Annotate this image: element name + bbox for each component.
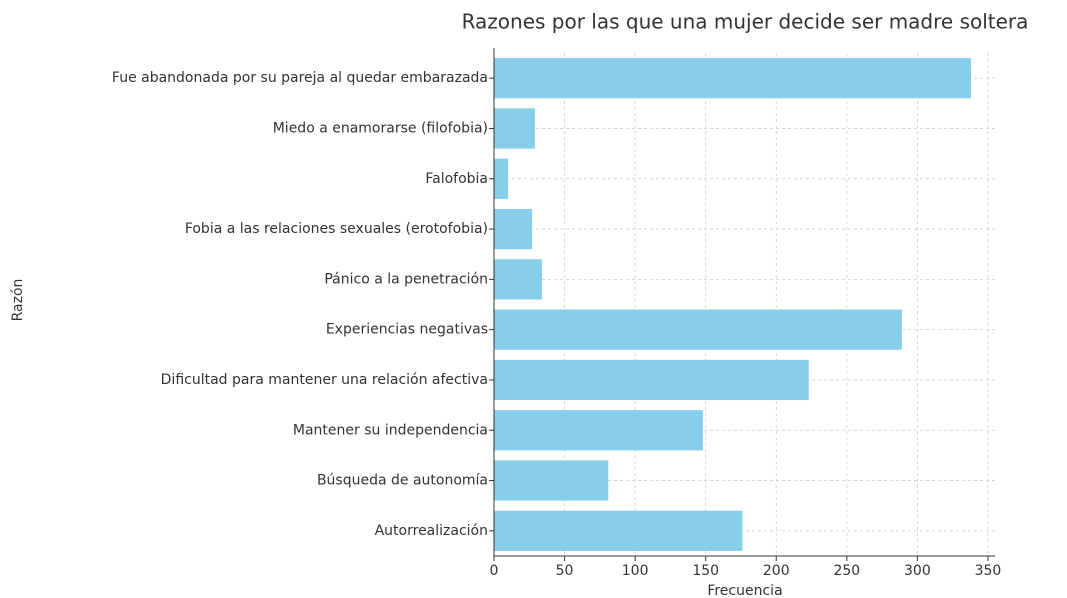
x-tick-label: 100 [622, 563, 649, 579]
x-tick-label: 150 [692, 563, 719, 579]
x-tick-label: 0 [490, 563, 499, 579]
y-tick-label: Fobia a las relaciones sexuales (erotofo… [185, 221, 488, 237]
bar [494, 158, 509, 199]
x-tick-label: 350 [975, 563, 1002, 579]
y-tick-label: Experiencias negativas [326, 322, 488, 338]
bar [494, 510, 743, 551]
y-tick-label: Falofobia [425, 171, 488, 187]
y-tick-label: Dificultad para mantener una relación af… [161, 372, 488, 388]
bar [494, 359, 809, 401]
x-tick-label: 300 [904, 563, 931, 579]
y-axis-label: Razón [10, 279, 26, 322]
y-tick-label: Miedo a enamorarse (filofobia) [273, 120, 488, 136]
x-tick-label: 200 [763, 563, 790, 579]
bar [494, 208, 533, 250]
x-tick-label: 250 [833, 563, 860, 579]
y-tick-label: Pánico a la penetración [324, 271, 488, 287]
x-axis-label: Frecuencia [707, 583, 782, 598]
y-tick-label: Búsqueda de autonomía [317, 473, 488, 489]
bar [494, 108, 535, 149]
bar [494, 460, 609, 501]
bar [494, 259, 542, 300]
bar [494, 309, 902, 350]
y-tick-label: Mantener su independencia [293, 422, 488, 438]
bar [494, 410, 703, 451]
x-tick-label: 50 [556, 563, 574, 579]
y-tick-label: Autorrealización [375, 523, 488, 539]
bar [494, 58, 972, 99]
chart-title: Razones por las que una mujer decide ser… [462, 10, 1029, 34]
y-tick-label: Fue abandonada por su pareja al quedar e… [112, 70, 488, 86]
